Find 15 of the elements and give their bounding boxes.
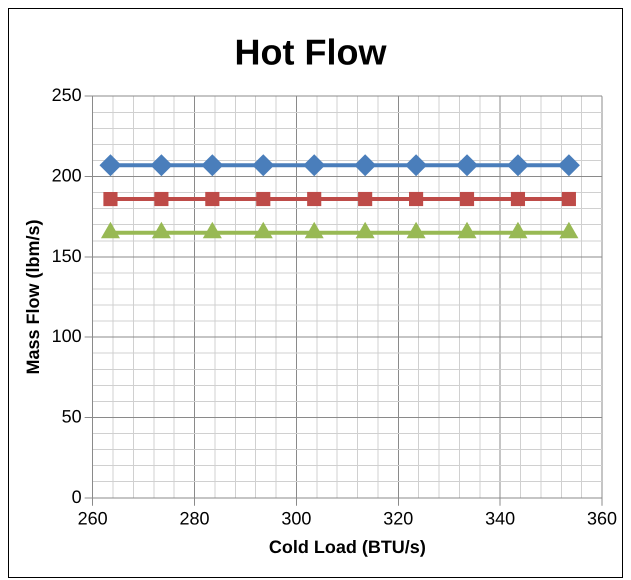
chart-title: Hot Flow <box>234 32 388 73</box>
x-tick-label: 340 <box>485 508 516 529</box>
y-tick-label: 0 <box>72 486 82 507</box>
y-tick-label: 50 <box>62 406 82 426</box>
y-tick-label: 100 <box>52 326 82 346</box>
x-tick-label: 280 <box>179 508 210 529</box>
y-axis-title: Mass Flow (lbm/s) <box>22 219 43 375</box>
y-tick-label: 250 <box>52 85 82 106</box>
x-tick-label: 320 <box>383 508 414 529</box>
x-axis-title: Cold Load (BTU/s) <box>268 537 426 558</box>
x-tick-label: 300 <box>281 508 312 529</box>
y-tick-label: 200 <box>52 165 82 186</box>
x-tick-label: 260 <box>78 508 108 529</box>
x-tick-label: 360 <box>586 508 618 529</box>
y-tick-label: 150 <box>52 246 82 266</box>
